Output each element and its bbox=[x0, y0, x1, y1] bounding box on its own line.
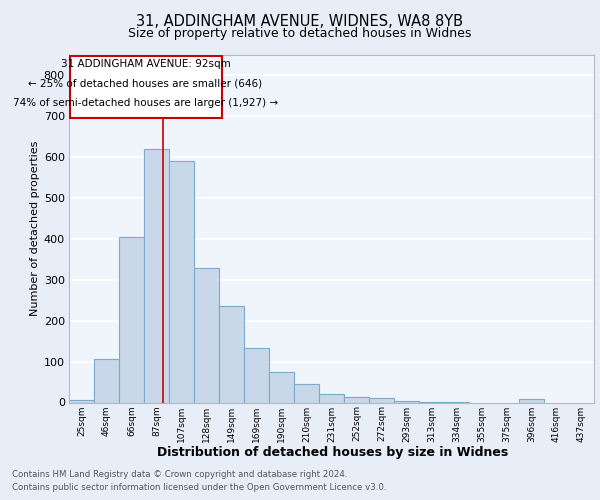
Text: Size of property relative to detached houses in Widnes: Size of property relative to detached ho… bbox=[128, 28, 472, 40]
Text: 31 ADDINGHAM AVENUE: 92sqm: 31 ADDINGHAM AVENUE: 92sqm bbox=[61, 59, 230, 69]
Bar bbox=[69, 400, 94, 402]
Text: Contains public sector information licensed under the Open Government Licence v3: Contains public sector information licen… bbox=[12, 482, 386, 492]
FancyBboxPatch shape bbox=[70, 56, 221, 118]
Bar bbox=[244, 348, 269, 403]
Text: 74% of semi-detached houses are larger (1,927) →: 74% of semi-detached houses are larger (… bbox=[13, 98, 278, 108]
Text: Distribution of detached houses by size in Widnes: Distribution of detached houses by size … bbox=[157, 446, 509, 459]
Bar bbox=[294, 384, 319, 402]
Bar bbox=[369, 398, 394, 402]
Bar bbox=[519, 399, 544, 402]
Bar bbox=[394, 401, 419, 402]
Bar bbox=[94, 359, 119, 403]
Y-axis label: Number of detached properties: Number of detached properties bbox=[29, 141, 40, 316]
Text: 31, ADDINGHAM AVENUE, WIDNES, WA8 8YB: 31, ADDINGHAM AVENUE, WIDNES, WA8 8YB bbox=[137, 14, 464, 29]
Bar bbox=[119, 237, 144, 402]
Bar bbox=[319, 394, 344, 402]
Text: ← 25% of detached houses are smaller (646): ← 25% of detached houses are smaller (64… bbox=[28, 78, 263, 88]
Text: Contains HM Land Registry data © Crown copyright and database right 2024.: Contains HM Land Registry data © Crown c… bbox=[12, 470, 347, 479]
Bar bbox=[219, 306, 244, 402]
Bar bbox=[194, 268, 219, 402]
Bar bbox=[169, 162, 194, 402]
Bar bbox=[144, 149, 169, 403]
Bar bbox=[344, 397, 369, 402]
Bar bbox=[269, 372, 294, 402]
